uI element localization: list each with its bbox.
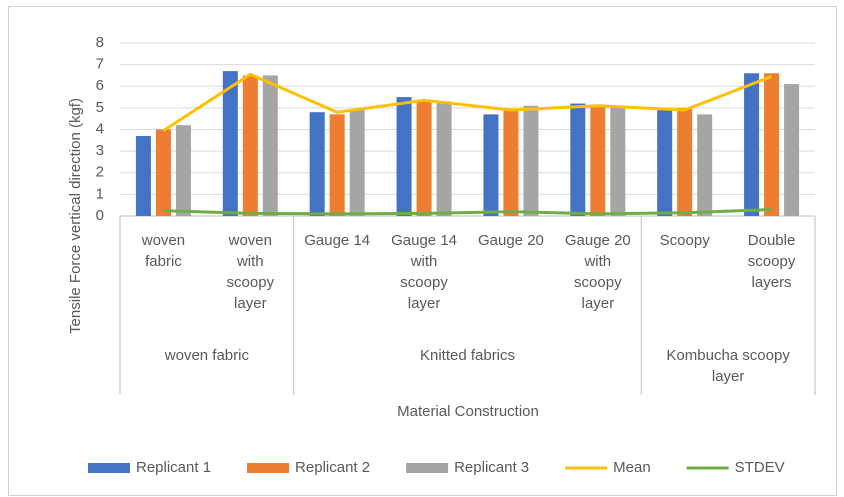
y-tick-label: 5: [96, 99, 104, 116]
legend-label: Replicant 3: [454, 459, 529, 476]
y-tick-label: 7: [96, 56, 104, 73]
bar: [657, 110, 673, 216]
x-tick-label: Gauge 20 with scoopy layer: [564, 232, 631, 312]
bar: [309, 112, 325, 216]
bar: [744, 73, 760, 217]
bar: [155, 129, 171, 216]
bar: [262, 75, 278, 216]
legend-swatch: [88, 463, 130, 473]
y-tick-label: 2: [96, 164, 104, 181]
bar: [590, 105, 606, 216]
bar: [329, 114, 345, 216]
x-tick-label: Scoopy: [659, 232, 710, 249]
x-tick-label: Double scoopy layers: [747, 232, 796, 291]
legend-label: Replicant 2: [295, 459, 370, 476]
bar: [784, 84, 800, 217]
y-tick-label: 1: [96, 185, 104, 202]
bar: [503, 110, 519, 216]
bar: [436, 101, 452, 216]
bar: [697, 114, 713, 216]
y-tick-label: 0: [96, 207, 104, 224]
group-label: Kombucha scoopy layer: [666, 347, 790, 385]
y-axis-title: Tensile Force vertical direction (kgf): [67, 98, 84, 334]
x-tick-label: Gauge 14 with scoopy layer: [391, 232, 457, 312]
bar: [610, 107, 626, 216]
bar: [175, 125, 191, 216]
legend-label: Mean: [613, 459, 651, 476]
bar: [523, 105, 539, 216]
legend-swatch: [247, 463, 290, 473]
y-tick-label: 6: [96, 77, 104, 94]
x-tick-label: woven fabric: [141, 232, 186, 270]
y-tick-label: 4: [96, 120, 104, 137]
bar: [570, 103, 586, 216]
x-tick-label: Gauge 14: [304, 232, 371, 249]
group-label: Knitted fabrics: [419, 347, 516, 364]
bar: [677, 107, 693, 216]
line-series: [162, 72, 773, 132]
bar: [242, 75, 258, 216]
bar: [483, 114, 499, 216]
bar: [416, 101, 432, 216]
bar: [222, 71, 238, 216]
bar: [764, 73, 780, 217]
bar: [396, 97, 412, 216]
legend-label: Replicant 1: [136, 459, 211, 476]
x-tick-label: woven with scoopy layer: [226, 232, 275, 312]
chart-border: [8, 6, 837, 496]
bar: [349, 110, 365, 216]
x-tick-label: Gauge 20: [477, 232, 544, 249]
bar: [135, 135, 151, 216]
x-axis-title: Material Construction: [397, 403, 539, 420]
group-label: woven fabric: [164, 347, 249, 364]
y-tick-label: 8: [96, 34, 104, 51]
legend-swatch: [406, 463, 449, 473]
legend-label: STDEV: [735, 459, 785, 476]
line-series: [163, 208, 772, 216]
y-tick-label: 3: [96, 142, 104, 159]
